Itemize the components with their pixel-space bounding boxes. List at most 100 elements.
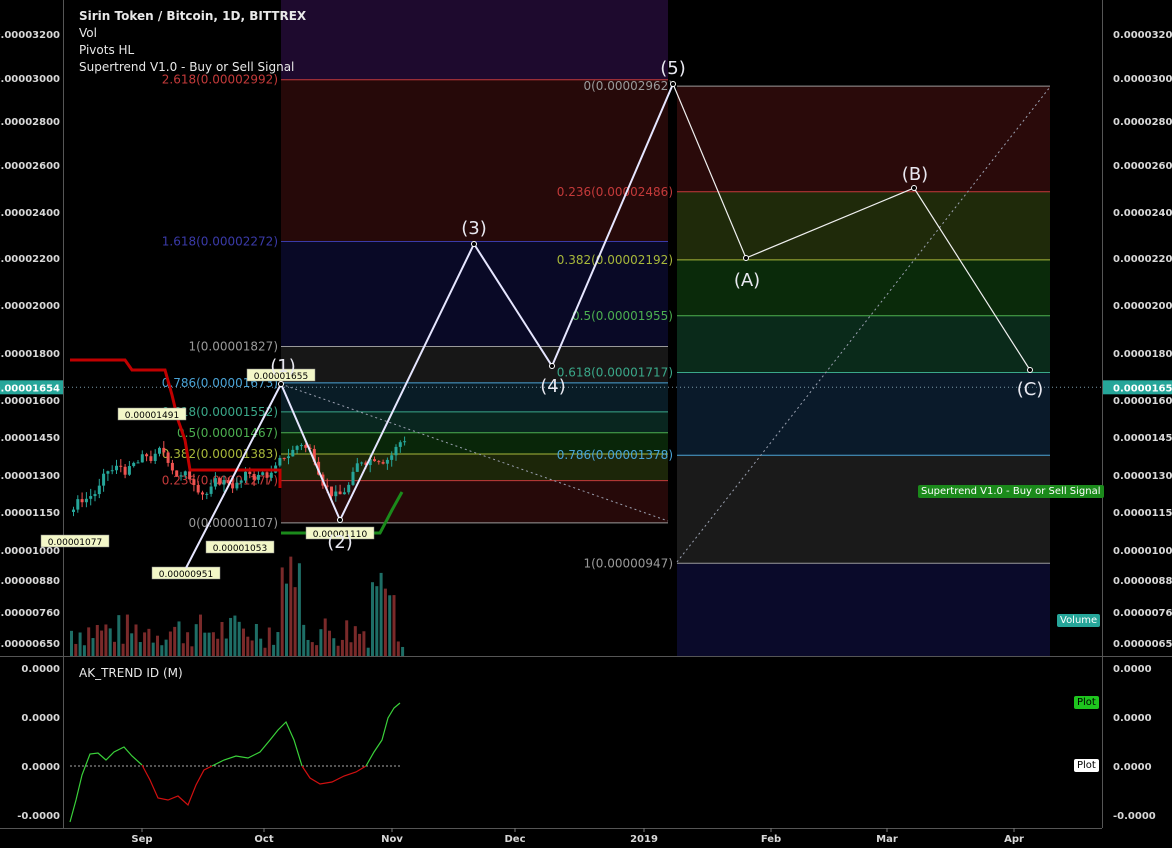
candle-body (222, 480, 226, 485)
corrective-wave (672, 83, 1031, 371)
volume-bar (358, 633, 362, 656)
wave-label: (A) (734, 270, 760, 291)
volume-bar (87, 627, 91, 656)
candle-body (136, 462, 140, 464)
volume-bar (246, 636, 250, 656)
candle-body (261, 472, 265, 475)
candle-body (97, 485, 101, 495)
indicator-line-down (301, 765, 367, 785)
supertrend-down-line (70, 358, 282, 488)
indicator-tick-left: 0.0000 (21, 664, 60, 675)
candle-body (231, 483, 235, 489)
volume-bar (285, 583, 288, 656)
study-pivots[interactable]: Pivots HL (79, 43, 135, 57)
study-supertrend[interactable]: Supertrend V1.0 - Buy or Sell Signal (79, 60, 295, 74)
candle-body (278, 457, 282, 466)
price-tick-right: 0.00003200 (1113, 30, 1172, 41)
volume-bar (340, 639, 344, 656)
volume-bar (289, 556, 293, 656)
fib-ret-zone (677, 372, 1050, 456)
candle-body (355, 463, 359, 472)
fib-ret-label: 0(0.00002962) (583, 79, 673, 93)
candle-body (106, 471, 110, 474)
candle-body (149, 456, 153, 461)
candle-body (381, 462, 385, 464)
fib-ret-zone (677, 259, 1050, 316)
price-tick-left: 0.00003200 (0, 30, 60, 41)
wave-node (1027, 367, 1033, 373)
wave-label: (4) (540, 376, 566, 397)
volume-bar (349, 642, 353, 656)
volume-bar (156, 635, 159, 656)
volume-bar (104, 624, 108, 656)
wave-label: (B) (902, 164, 928, 185)
volume-bar (250, 640, 254, 656)
volume-bar (328, 630, 331, 656)
price-tick-right: 0.00001450 (1113, 433, 1172, 444)
volume-bar (401, 646, 405, 656)
volume-bar (323, 618, 327, 656)
volume-bar (272, 644, 276, 656)
pivot-tag (40, 534, 110, 548)
volume-bar (199, 614, 202, 656)
fib-ret-zone (677, 86, 1050, 192)
last-price-box-right (1103, 380, 1172, 395)
wave-label: (C) (1017, 379, 1044, 400)
wave-label: (5) (660, 58, 686, 79)
fib-ext-label: 0.5(0.00001467) (177, 426, 278, 440)
price-tick-right: 0.00002200 (1113, 254, 1172, 265)
price-tick-left: 0.00001600 (0, 396, 60, 407)
fib-ext-zone (281, 346, 668, 383)
candle-body (115, 465, 118, 471)
pivot-tag (117, 407, 187, 421)
candle-body (123, 466, 127, 475)
fib-ext-label: 1(0.00001827) (188, 340, 278, 354)
price-tick-left: 0.00002200 (0, 254, 60, 265)
volume-bar (254, 623, 258, 656)
volume-bar (125, 614, 129, 656)
candle-body (170, 462, 174, 471)
supertrend-badge: Supertrend V1.0 - Buy or Sell Signal (918, 485, 1104, 498)
candle-body (179, 475, 183, 477)
volume-bar (267, 627, 271, 656)
time-tick: 2019 (630, 834, 658, 845)
candle-body (102, 473, 106, 486)
volume-bar (143, 632, 147, 656)
indicator-line-up (211, 720, 303, 767)
study-vol[interactable]: Vol (79, 26, 97, 40)
candle-body (373, 459, 376, 462)
volume-bar (263, 647, 267, 656)
pivot-label: 0.00001491 (125, 411, 179, 421)
volume-bar (366, 647, 370, 656)
candle-body (175, 470, 179, 477)
candle-body (312, 448, 316, 462)
last-price-left: 0.00001654 (0, 383, 60, 394)
volume-bar (353, 626, 357, 656)
volume-bar (147, 628, 151, 656)
trendline (280, 383, 669, 522)
fib-ext-label: 2.618(0.00002992) (162, 73, 278, 87)
wave-node (549, 363, 555, 369)
volume-bar (388, 595, 392, 656)
volume-bar (392, 595, 396, 656)
price-tick-left: 0.00001150 (0, 508, 60, 519)
candle-body (398, 442, 402, 447)
candle-body (265, 472, 269, 478)
volume-bar (211, 632, 215, 656)
candle-body (325, 485, 329, 487)
volume-bar (78, 632, 82, 656)
volume-bar (108, 628, 112, 656)
fib-ext-zone (281, 480, 668, 523)
symbol-title: Sirin Token / Bitcoin, 1D, BITTREX (79, 9, 307, 23)
last-price-right: 0.00001654 (1113, 383, 1172, 394)
price-tick-left: 0.00000650 (0, 639, 60, 650)
fib-ext-zone (281, 79, 668, 242)
candle-body (127, 466, 131, 475)
fib-ret-zone (677, 315, 1050, 373)
price-tick-right: 0.00003000 (1113, 74, 1172, 85)
candle-body (209, 486, 213, 494)
price-tick-right: 0.00001000 (1113, 546, 1172, 557)
price-tick-right: 0.00002800 (1113, 117, 1172, 128)
price-tick-left: 0.00001300 (0, 471, 60, 482)
